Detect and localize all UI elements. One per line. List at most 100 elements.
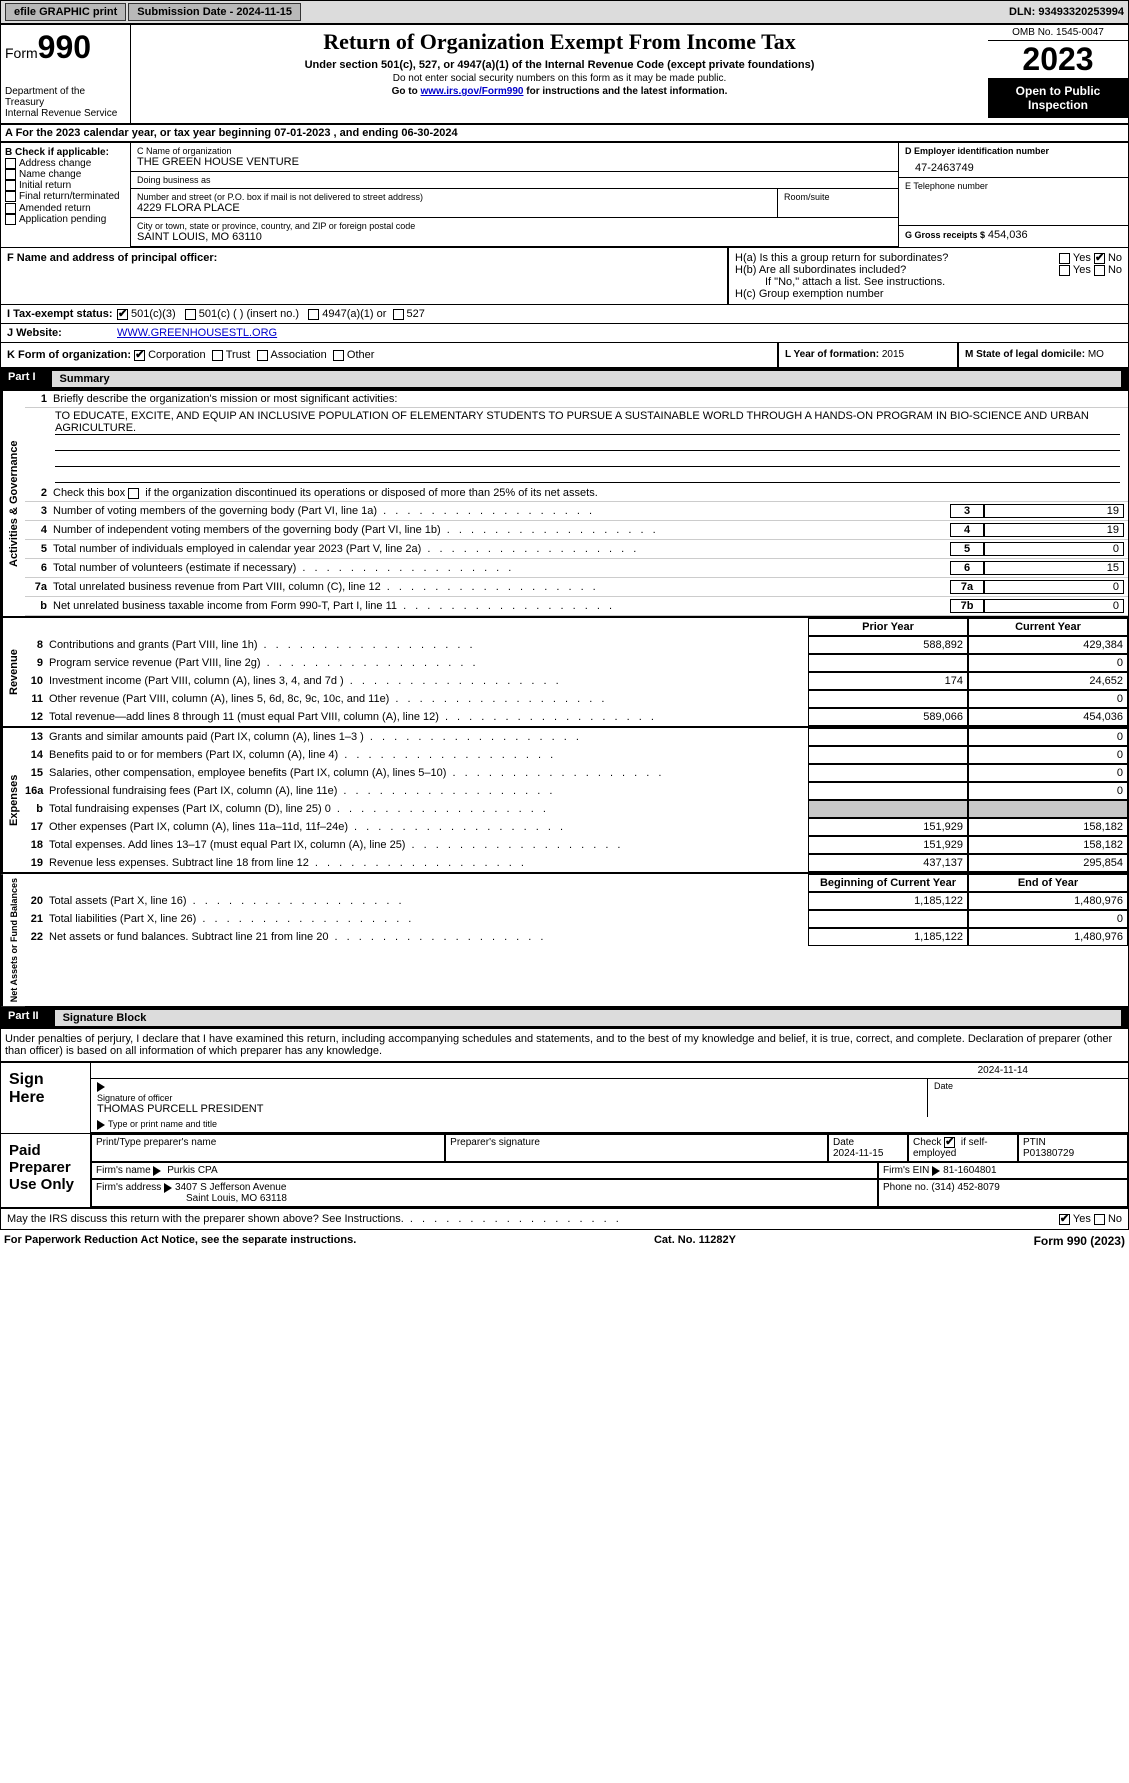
prior-val xyxy=(808,800,968,818)
prior-val: 589,066 xyxy=(808,708,968,726)
tax-year: 2023 xyxy=(988,41,1128,78)
cb-name: Name change xyxy=(5,169,126,180)
ssn-note: Do not enter social security numbers on … xyxy=(135,73,984,84)
current-val: 1,480,976 xyxy=(968,928,1128,946)
cb-trust[interactable] xyxy=(212,350,223,361)
l1-label: Briefly describe the organization's miss… xyxy=(53,393,1124,405)
cb-other[interactable] xyxy=(333,350,344,361)
line-num: 14 xyxy=(25,749,49,761)
prep-date-label: Date xyxy=(833,1137,903,1148)
room-label: Room/suite xyxy=(784,192,892,202)
line-num: b xyxy=(29,600,53,612)
mission-text: TO EDUCATE, EXCITE, AND EQUIP AN INCLUSI… xyxy=(55,410,1120,435)
cb-self-employed[interactable] xyxy=(944,1137,955,1148)
line-val: 0 xyxy=(984,580,1124,594)
hc-label: H(c) Group exemption number xyxy=(735,288,1122,300)
prep-name-label: Print/Type preparer's name xyxy=(96,1137,440,1148)
line-num: 12 xyxy=(25,711,49,723)
section-a: A For the 2023 calendar year, or tax yea… xyxy=(0,124,1129,142)
cb-corp[interactable] xyxy=(134,350,145,361)
line-text: Professional fundraising fees (Part IX, … xyxy=(49,783,808,799)
form-header: Form990 Department of the Treasury Inter… xyxy=(0,24,1129,124)
tab-exp: Expenses xyxy=(1,728,25,872)
firm-addr-label: Firm's address xyxy=(96,1182,161,1193)
line-box: 5 xyxy=(950,542,984,556)
ha-yes[interactable] xyxy=(1059,253,1070,264)
prior-val: 151,929 xyxy=(808,818,968,836)
cb-527[interactable] xyxy=(393,309,404,320)
part2-num: Part II xyxy=(8,1010,51,1026)
footer-right: Form 990 (2023) xyxy=(1034,1234,1125,1248)
line-text: Grants and similar amounts paid (Part IX… xyxy=(49,729,808,745)
prior-val: 174 xyxy=(808,672,968,690)
line-num: 8 xyxy=(25,639,49,651)
mission-blank3 xyxy=(55,469,1120,483)
line-text: Total unrelated business revenue from Pa… xyxy=(53,581,950,593)
ha-label: H(a) Is this a group return for subordin… xyxy=(735,252,948,264)
summary-net: Net Assets or Fund Balances Beginning of… xyxy=(0,873,1129,1007)
goto-post: for instructions and the latest informat… xyxy=(523,86,727,97)
line-text: Total number of individuals employed in … xyxy=(53,543,950,555)
row-f: F Name and address of principal officer: xyxy=(1,248,728,304)
website-link[interactable]: WWW.GREENHOUSESTL.ORG xyxy=(117,327,277,339)
discuss-yes[interactable] xyxy=(1059,1214,1070,1225)
line-text: Investment income (Part VIII, column (A)… xyxy=(49,673,808,689)
hb-yes[interactable] xyxy=(1059,265,1070,276)
gross-label: G Gross receipts $ xyxy=(905,230,985,240)
prior-val: 151,929 xyxy=(808,836,968,854)
line-val: 19 xyxy=(984,504,1124,518)
tab-rev: Revenue xyxy=(1,618,25,726)
cb-501c[interactable] xyxy=(185,309,196,320)
current-val: 1,480,976 xyxy=(968,892,1128,910)
footer-mid: Cat. No. 11282Y xyxy=(654,1234,736,1248)
line-text: Total fundraising expenses (Part IX, col… xyxy=(49,801,808,817)
irs-link[interactable]: www.irs.gov/Form990 xyxy=(420,86,523,97)
prep-sig-label: Preparer's signature xyxy=(450,1137,823,1148)
line-num: 7a xyxy=(29,581,53,593)
org-name: THE GREEN HOUSE VENTURE xyxy=(137,156,892,168)
discuss-row: May the IRS discuss this return with the… xyxy=(0,1209,1129,1230)
goto-pre: Go to xyxy=(392,86,421,97)
submission-badge: Submission Date - 2024-11-15 xyxy=(128,3,301,21)
line-val: 0 xyxy=(984,599,1124,613)
line-val: 0 xyxy=(984,542,1124,556)
cb-501c3[interactable] xyxy=(117,309,128,320)
cb-discontinued[interactable] xyxy=(128,488,139,499)
line-box: 7a xyxy=(950,580,984,594)
ptin-value: P01380729 xyxy=(1023,1148,1123,1159)
l2-text: Check this box if the organization disco… xyxy=(53,487,1124,499)
dept-treasury: Department of the Treasury xyxy=(5,86,126,108)
begin-year-head: Beginning of Current Year xyxy=(808,874,968,892)
part1-title: Summary xyxy=(52,371,1121,387)
line-num: b xyxy=(25,803,49,815)
line-text: Net unrelated business taxable income fr… xyxy=(53,600,950,612)
prior-val xyxy=(808,782,968,800)
line-num: 16a xyxy=(25,785,49,797)
line-num: 11 xyxy=(25,693,49,705)
firm-ein-label: Firm's EIN xyxy=(883,1165,929,1176)
discuss-no[interactable] xyxy=(1094,1214,1105,1225)
firm-phone: (314) 452-8079 xyxy=(931,1182,999,1193)
line-text: Other revenue (Part VIII, column (A), li… xyxy=(49,691,808,707)
firm-ein: 81-1604801 xyxy=(943,1165,996,1176)
cb-4947[interactable] xyxy=(308,309,319,320)
current-val: 0 xyxy=(968,764,1128,782)
hb-no[interactable] xyxy=(1094,265,1105,276)
line-text: Other expenses (Part IX, column (A), lin… xyxy=(49,819,808,835)
cb-assoc[interactable] xyxy=(257,350,268,361)
line-text: Contributions and grants (Part VIII, lin… xyxy=(49,637,808,653)
prior-val: 437,137 xyxy=(808,854,968,872)
footer-left: For Paperwork Reduction Act Notice, see … xyxy=(4,1234,356,1248)
current-val: 454,036 xyxy=(968,708,1128,726)
type-name-label: Type or print name and title xyxy=(108,1119,217,1129)
line-num: 18 xyxy=(25,839,49,851)
ha-no[interactable] xyxy=(1094,253,1105,264)
line-text: Salaries, other compensation, employee b… xyxy=(49,765,808,781)
line-num: 4 xyxy=(29,524,53,536)
cb-pending: Application pending xyxy=(5,214,126,225)
tax-exempt-label: I Tax-exempt status: xyxy=(7,308,117,320)
col-b-label: B Check if applicable: xyxy=(5,147,126,158)
current-val: 0 xyxy=(968,910,1128,928)
firm-name-label: Firm's name xyxy=(96,1165,151,1176)
year-formation: 2015 xyxy=(882,349,904,360)
